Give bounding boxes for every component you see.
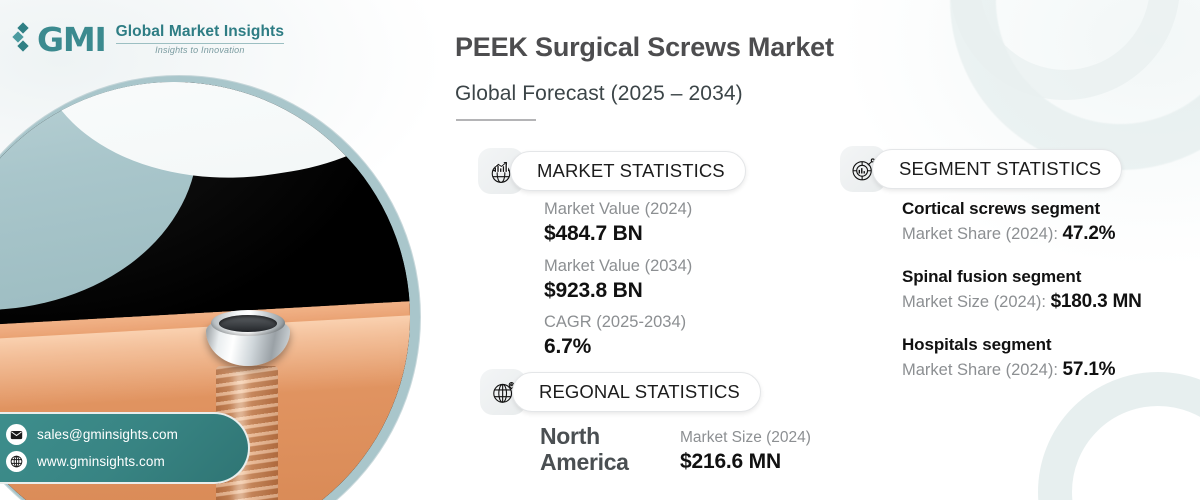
screw-head-bore xyxy=(219,315,277,332)
segment-metric-value: 57.1% xyxy=(1062,359,1116,381)
segment-metric-value: 47.2% xyxy=(1062,222,1116,244)
contact-email-row[interactable]: sales@gminsights.com xyxy=(6,424,248,445)
region-name: North America xyxy=(540,423,629,475)
market-statistics-list: Market Value (2024) $484.7 BN Market Val… xyxy=(544,198,692,368)
brand-divider xyxy=(115,42,285,44)
market-stat-item: Market Value (2034) $923.8 BN xyxy=(544,255,692,304)
gmi-diamonds-icon xyxy=(12,22,30,56)
segment-item: Hospitals segment Market Share (2024): 5… xyxy=(902,334,1142,383)
regional-statistics-label: REGONAL STATISTICS xyxy=(512,372,761,412)
segment-statistics-header: SEGMENT STATISTICS xyxy=(840,146,1123,192)
contact-badge: sales@gminsights.com www.gminsights.com xyxy=(0,412,250,484)
brand-wordmark: Global Market Insights Insights to Innov… xyxy=(113,23,285,55)
regional-statistics-body: North America Market Size (2024) $216.6 … xyxy=(540,423,811,476)
segment-name: Hospitals segment xyxy=(902,335,1052,355)
title-divider xyxy=(456,119,536,121)
brand-mark: GMI xyxy=(37,19,107,59)
segment-name: Spinal fusion segment xyxy=(902,267,1082,287)
segment-metric-label: Market Size (2024): xyxy=(902,293,1051,312)
region-metric-value: $216.6 MN xyxy=(680,449,781,473)
globe-icon xyxy=(6,451,27,472)
contact-website: www.gminsights.com xyxy=(37,454,165,469)
contact-email: sales@gminsights.com xyxy=(37,427,179,442)
market-statistics-header: MARKET STATISTICS xyxy=(478,148,746,194)
segment-metric-label: Market Share (2024): xyxy=(902,361,1063,380)
regional-statistics-header: REGONAL STATISTICS xyxy=(480,369,761,415)
segment-metric-label: Market Share (2024): xyxy=(902,224,1063,243)
region-metric-label: Market Size (2024) xyxy=(680,429,811,446)
segment-item: Cortical screws segment Market Share (20… xyxy=(902,198,1142,247)
market-stat-value: $923.8 BN xyxy=(544,278,643,302)
brand-tagline: Insights to Innovation xyxy=(155,44,245,55)
segment-metric-value: $180.3 MN xyxy=(1050,291,1142,313)
segment-metric: Market Size (2024): $180.3 MN xyxy=(902,289,1142,315)
market-stat-value: 6.7% xyxy=(544,335,592,359)
market-stat-label: Market Value (2024) xyxy=(544,200,693,218)
page-subtitle: Global Forecast (2025 – 2034) xyxy=(455,82,743,105)
market-stat-label: CAGR (2025-2034) xyxy=(544,313,687,332)
segment-statistics-label: SEGMENT STATISTICS xyxy=(872,149,1123,189)
contact-website-row[interactable]: www.gminsights.com xyxy=(6,451,248,472)
market-stat-item: CAGR (2025-2034) 6.7% xyxy=(544,311,692,360)
segment-item: Spinal fusion segment Market Size (2024)… xyxy=(902,266,1142,315)
market-stat-item: Market Value (2024) $484.7 BN xyxy=(544,198,692,247)
market-statistics-label: MARKET STATISTICS xyxy=(510,151,746,191)
segment-metric: Market Share (2024): 47.2% xyxy=(902,221,1142,247)
market-stat-label: Market Value (2034) xyxy=(544,256,693,275)
envelope-icon xyxy=(6,424,27,445)
segment-statistics-list: Cortical screws segment Market Share (20… xyxy=(902,198,1142,402)
page-title: PEEK Surgical Screws Market xyxy=(455,32,834,62)
brand-logo[interactable]: GMI Global Market Insights Insights to I… xyxy=(12,19,285,59)
region-metric: Market Size (2024) $216.6 MN xyxy=(680,424,811,474)
market-stat-value: $484.7 BN xyxy=(544,221,643,245)
segment-name: Cortical screws segment xyxy=(902,199,1101,218)
segment-metric: Market Share (2024): 57.1% xyxy=(902,357,1142,383)
screw-head xyxy=(206,310,290,366)
brand-name: Global Market Insights xyxy=(115,23,285,41)
